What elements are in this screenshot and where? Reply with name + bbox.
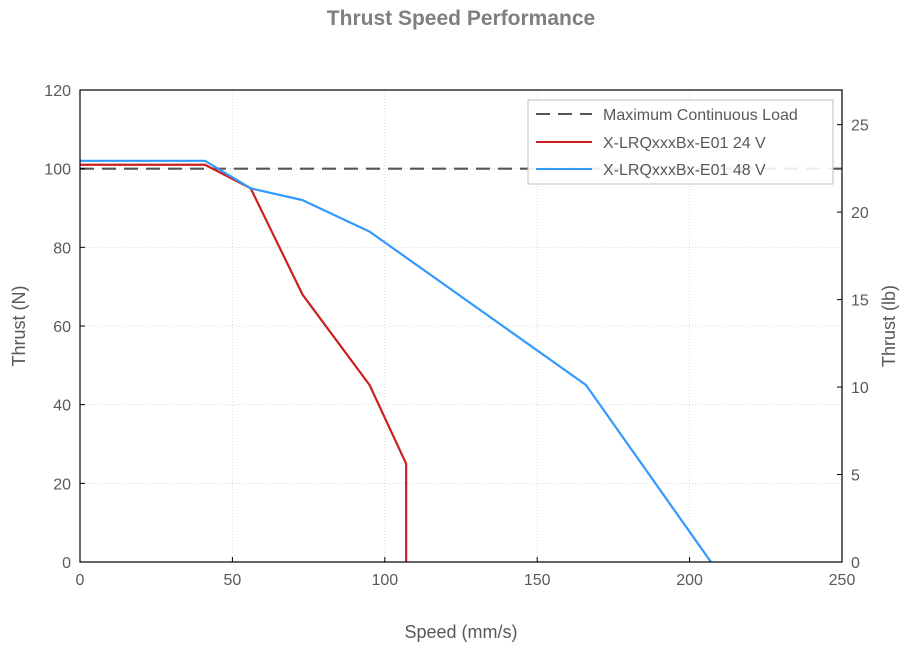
y-tick-label: 40 bbox=[53, 398, 71, 415]
series-layer bbox=[80, 159, 842, 563]
chart-title: Thrust Speed Performance bbox=[327, 7, 595, 30]
y2-tick-label: 20 bbox=[851, 205, 869, 222]
y2-axis-label: Thrust (lb) bbox=[879, 285, 899, 367]
y-tick-label: 0 bbox=[62, 555, 71, 572]
y2-tick-label: 5 bbox=[851, 468, 860, 485]
legend: Maximum Continuous Load X-LRQxxxBx-E01 2… bbox=[527, 99, 834, 185]
y-tick-label: 60 bbox=[53, 319, 71, 336]
y2-tick-label: 15 bbox=[851, 293, 869, 310]
x-tick-label: 250 bbox=[829, 572, 856, 589]
y2-tick-label: 25 bbox=[851, 118, 869, 135]
legend-label-max-load: Maximum Continuous Load bbox=[603, 107, 798, 124]
y2-tick-label: 10 bbox=[851, 380, 869, 397]
x-tick-label: 150 bbox=[524, 572, 551, 589]
y2-tick-label: 0 bbox=[851, 555, 860, 572]
x-tick-label: 200 bbox=[676, 572, 703, 589]
y-tick-label: 120 bbox=[44, 83, 71, 100]
legend-label-24v: X-LRQxxxBx-E01 24 V bbox=[603, 135, 766, 152]
legend-label-48v: X-LRQxxxBx-E01 48 V bbox=[603, 162, 766, 179]
series-48v bbox=[80, 159, 712, 563]
x-tick-label: 0 bbox=[76, 572, 85, 589]
x-tick-label: 50 bbox=[224, 572, 242, 589]
x-tick-label: 100 bbox=[371, 572, 398, 589]
y-tick-label: 80 bbox=[53, 240, 71, 257]
series-24v bbox=[80, 163, 408, 562]
y-axis-label: Thrust (N) bbox=[9, 286, 29, 367]
y-tick-label: 20 bbox=[53, 476, 71, 493]
x-axis-label: Speed (mm/s) bbox=[404, 622, 517, 642]
y-tick-label: 100 bbox=[44, 162, 71, 179]
